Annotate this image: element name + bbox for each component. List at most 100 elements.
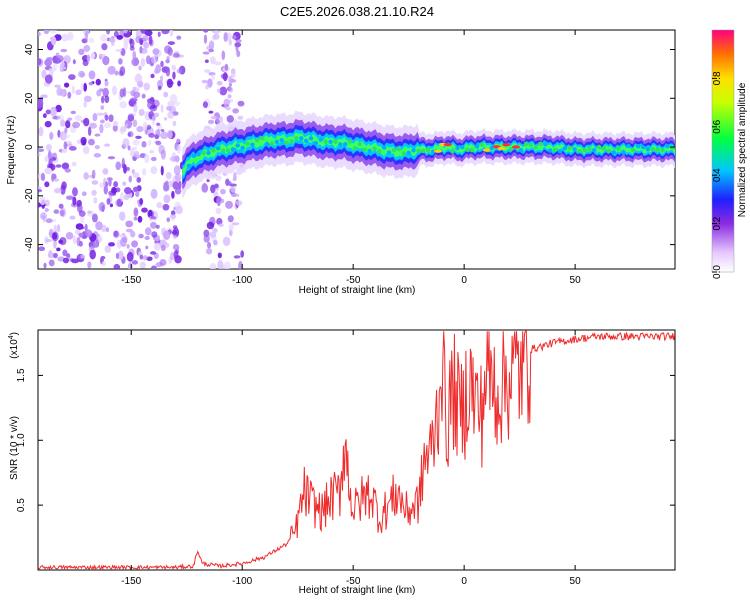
noise-pixel bbox=[58, 239, 64, 244]
noise-pixel bbox=[118, 211, 126, 221]
signal-blob bbox=[460, 144, 465, 150]
signal-blob bbox=[479, 142, 485, 147]
noise-pixel bbox=[108, 242, 116, 247]
noise-pixel bbox=[175, 205, 183, 215]
noise-pixel bbox=[142, 255, 148, 261]
noise-pixel bbox=[45, 109, 51, 115]
noise-pixel bbox=[163, 91, 169, 98]
snr-multiplier: (x104) bbox=[8, 332, 20, 359]
signal-blob bbox=[518, 148, 524, 153]
noise-pixel bbox=[49, 131, 54, 140]
noise-pixel bbox=[104, 80, 109, 87]
noise-pixel bbox=[96, 112, 104, 116]
noise-pixel bbox=[142, 168, 147, 176]
noise-pixel bbox=[47, 149, 52, 159]
noise-pixel bbox=[150, 156, 157, 162]
noise-pixel bbox=[161, 30, 170, 35]
noise-pixel bbox=[235, 200, 243, 206]
noise-pixel bbox=[65, 134, 71, 139]
noise-pixel bbox=[176, 138, 181, 143]
noise-pixel bbox=[133, 150, 140, 158]
noise-pixel bbox=[91, 189, 97, 196]
noise-pixel bbox=[148, 35, 153, 46]
signal-blob bbox=[401, 151, 406, 156]
signal-blob bbox=[411, 148, 416, 153]
signal-blob bbox=[474, 144, 480, 149]
spectrogram-ylabel: Frequency (Hz) bbox=[6, 116, 17, 185]
noise-pixel bbox=[171, 230, 178, 236]
noise-pixel bbox=[38, 185, 42, 190]
noise-pixel bbox=[97, 234, 103, 243]
noise-pixel bbox=[165, 66, 171, 77]
noise-pixel bbox=[115, 252, 119, 260]
signal-blob bbox=[225, 148, 231, 153]
noise-pixel bbox=[51, 218, 57, 223]
noise-pixel bbox=[40, 172, 46, 182]
noise-pixel bbox=[78, 232, 84, 238]
noise-pixel bbox=[98, 202, 106, 212]
noise-pixel bbox=[151, 265, 157, 269]
noise-pixel bbox=[78, 70, 85, 78]
spectrogram-xtick-label: -50 bbox=[346, 275, 361, 286]
noise-pixel bbox=[208, 48, 214, 53]
noise-pixel bbox=[139, 261, 147, 269]
noise-pixel bbox=[121, 236, 128, 244]
noise-pixel bbox=[102, 168, 109, 175]
noise-pixel bbox=[83, 82, 88, 92]
noise-pixel bbox=[91, 213, 98, 223]
noise-pixel bbox=[104, 245, 112, 253]
noise-pixel bbox=[55, 164, 62, 168]
noise-pixel bbox=[206, 241, 212, 249]
signal-blob bbox=[216, 146, 221, 151]
noise-pixel bbox=[117, 250, 124, 260]
noise-pixel bbox=[222, 71, 228, 82]
noise-pixel bbox=[233, 171, 237, 182]
noise-pixel bbox=[209, 263, 217, 269]
noise-pixel bbox=[102, 87, 109, 98]
noise-pixel bbox=[149, 216, 157, 220]
noise-pixel bbox=[119, 234, 125, 238]
noise-pixel bbox=[61, 162, 70, 170]
signal-blob bbox=[455, 146, 460, 151]
signal-blob bbox=[196, 151, 201, 157]
signal-blob bbox=[430, 149, 436, 155]
noise-pixel bbox=[88, 81, 93, 86]
noise-pixel bbox=[159, 75, 164, 82]
noise-pixel bbox=[106, 198, 111, 205]
noise-pixel bbox=[107, 156, 116, 160]
noise-pixel bbox=[141, 207, 148, 213]
noise-pixel bbox=[104, 114, 109, 121]
noise-pixel bbox=[83, 95, 92, 103]
noise-pixel bbox=[160, 60, 164, 68]
signal-blob bbox=[616, 146, 621, 151]
noise-pixel bbox=[60, 48, 68, 53]
noise-pixel bbox=[100, 95, 105, 104]
signal-blob bbox=[357, 141, 363, 147]
noise-pixel bbox=[166, 78, 174, 89]
noise-pixel bbox=[201, 79, 209, 84]
signal-blob bbox=[391, 147, 397, 153]
noise-pixel bbox=[88, 37, 95, 44]
noise-pixel bbox=[114, 70, 119, 76]
noise-pixel bbox=[104, 143, 111, 147]
noise-pixel bbox=[87, 210, 95, 217]
noise-pixel bbox=[138, 65, 142, 71]
snr-xtick-label: -50 bbox=[346, 576, 361, 587]
noise-pixel bbox=[87, 261, 92, 269]
noise-pixel bbox=[45, 218, 53, 224]
noise-pixel bbox=[219, 86, 228, 96]
noise-pixel bbox=[111, 187, 117, 195]
noise-pixel bbox=[65, 120, 71, 129]
noise-pixel bbox=[139, 254, 144, 260]
colorbar-ticks: 0.0 0.2 0.4 0.6 0.8 bbox=[712, 71, 723, 279]
noise-pixel bbox=[227, 215, 234, 223]
noise-pixel bbox=[51, 231, 59, 242]
noise-pixel bbox=[80, 82, 84, 93]
signal-blob bbox=[352, 146, 358, 151]
spectrogram-ytick-label: 20 bbox=[24, 92, 35, 104]
noise-pixel bbox=[44, 207, 49, 212]
noise-pixel bbox=[156, 122, 161, 126]
noise-pixel bbox=[77, 254, 81, 259]
noise-pixel bbox=[94, 133, 101, 137]
noise-pixel bbox=[237, 115, 244, 120]
